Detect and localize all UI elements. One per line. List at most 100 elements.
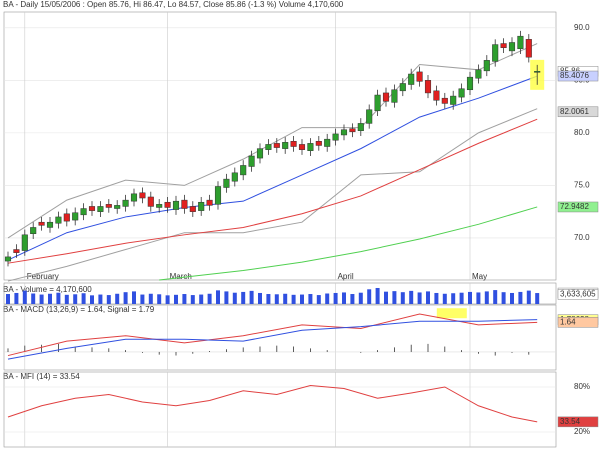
candle-body (231, 172, 238, 182)
volume-bar (300, 294, 304, 304)
candle-body (147, 196, 154, 207)
volume-bar (6, 294, 10, 304)
volume-bar (535, 293, 540, 304)
volume-bar (249, 290, 254, 304)
candle-body (46, 221, 54, 228)
volume-bar (56, 292, 61, 304)
candle-body (13, 249, 20, 253)
volume-bar (501, 292, 506, 304)
candle-body (340, 129, 348, 136)
volume-tag: 3,633,605 (560, 290, 596, 299)
volume-bar (207, 293, 212, 304)
candle-body (450, 95, 457, 105)
candle-body (357, 123, 364, 132)
chart-title: BA - Daily 15/05/2006 : Open 85.76, Hi 8… (3, 0, 344, 9)
candle-body (156, 204, 163, 208)
volume-bar (31, 293, 36, 304)
candle-body (114, 205, 121, 209)
candle-body (433, 90, 440, 101)
volume-bar (274, 294, 279, 304)
panel-frame (3, 371, 557, 448)
candle-body (164, 201, 171, 208)
candle-body (366, 109, 373, 124)
x-tick-label: May (472, 272, 487, 281)
volume-bar (283, 293, 288, 304)
overlay-line (7, 43, 538, 239)
volume-bar (375, 287, 380, 304)
candle-body (88, 206, 96, 211)
volume-bar (115, 293, 120, 304)
volume-bar (409, 290, 414, 304)
overlay-line (7, 108, 538, 282)
candle-body (206, 199, 213, 206)
y-tick-label: 90.0 (574, 23, 590, 32)
candle-body (483, 60, 490, 72)
overlay-line (7, 75, 538, 261)
mfi-line (7, 384, 538, 423)
candle-body (475, 69, 482, 79)
panel-frame (3, 304, 557, 371)
signal-line (7, 319, 538, 360)
price-tag-box (557, 106, 599, 118)
volume-bar (434, 292, 439, 304)
volume-bar (132, 291, 136, 304)
volume-bar (140, 294, 145, 304)
candle-body (374, 94, 381, 112)
mfi-tag-box (557, 416, 599, 428)
candle-body (458, 88, 465, 98)
volume-bar (316, 295, 321, 304)
volume-bar (442, 293, 447, 304)
volume-bar (400, 292, 405, 304)
price-tag: 72.9482 (560, 202, 589, 211)
candle-body (38, 221, 45, 226)
highlight (436, 308, 467, 319)
candle-body (223, 178, 230, 188)
volume-bar (526, 290, 531, 304)
volume-bar (123, 292, 128, 304)
candle-body (332, 133, 339, 141)
candle-body (441, 97, 448, 104)
mfi-tag: 33.54 (560, 417, 581, 426)
volume-bar (232, 292, 237, 304)
candle-body (466, 76, 474, 91)
candle-body (30, 227, 37, 235)
candle-body (408, 73, 415, 85)
candle-body (500, 43, 507, 48)
candle-body (416, 71, 423, 82)
macd-line (7, 313, 538, 357)
mfi-title: BA - MFI (14) = 33.54 (3, 372, 80, 381)
volume-bar (199, 294, 204, 304)
volume-bar (342, 292, 346, 304)
candle-body (72, 212, 79, 221)
candle-body (517, 35, 524, 50)
y-tick-label: 75.0 (574, 181, 590, 190)
volume-bar (392, 291, 397, 304)
volume-bar (468, 291, 472, 304)
y-tick-label: 20% (574, 427, 590, 436)
volume-bar (157, 294, 162, 304)
candle-body (80, 208, 87, 216)
candle-body (256, 148, 264, 159)
candle-body (189, 206, 196, 212)
candle-body (290, 141, 297, 147)
candle-body (130, 193, 138, 202)
volume-bar (98, 294, 103, 304)
candle-body (4, 256, 12, 262)
candle-body (391, 89, 398, 103)
candle-body (534, 71, 541, 73)
volume-bar (22, 290, 27, 304)
candle-body (424, 80, 432, 94)
candle-body (315, 141, 322, 146)
price-tag: 82.0061 (560, 107, 589, 116)
volume-bar (39, 294, 44, 304)
macd-title: BA - MACD (13,26,9) = 1.64, Signal = 1.7… (3, 305, 155, 314)
volume-bar (14, 292, 19, 304)
candle-body (181, 199, 188, 209)
candle-body (525, 39, 532, 58)
volume-bar (308, 294, 313, 304)
candle-body (172, 200, 180, 210)
candle-body (307, 143, 314, 151)
volume-bar (73, 294, 78, 304)
